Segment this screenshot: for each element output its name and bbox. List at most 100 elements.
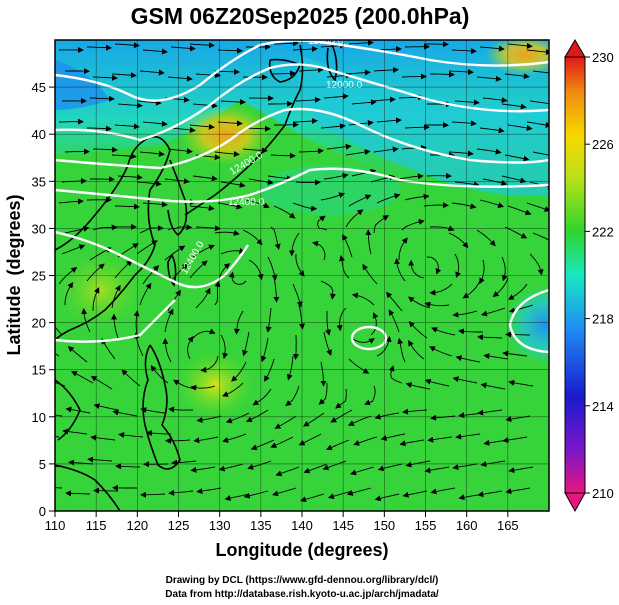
colorbar-tick-label: 210 bbox=[592, 486, 614, 501]
streamline-arrow bbox=[377, 463, 403, 472]
streamline-arrow bbox=[526, 121, 549, 128]
streamline-arrow bbox=[71, 371, 94, 384]
streamline-arrow bbox=[274, 415, 297, 429]
streamline-arrow bbox=[345, 69, 371, 76]
streamline-arrow bbox=[351, 168, 377, 177]
streamline-arrow bbox=[265, 307, 272, 333]
coastline-philippines bbox=[142, 344, 181, 470]
streamline-arrow bbox=[326, 143, 352, 150]
streamline-arrow bbox=[477, 334, 503, 341]
streamline-arrow bbox=[242, 331, 250, 357]
plot-area: 11600.0 12000.0 12400.0 12400.0 12400.0 bbox=[55, 40, 549, 511]
streamline-arrow bbox=[426, 256, 442, 275]
streamline-arrow bbox=[402, 408, 428, 415]
streamline-arrow bbox=[322, 460, 347, 471]
streamline-arrow bbox=[505, 487, 531, 495]
contour-12400-c bbox=[55, 299, 176, 343]
colorbar-gradient bbox=[564, 56, 586, 494]
grid-lines bbox=[55, 40, 549, 511]
streamline-arrow bbox=[402, 490, 428, 498]
streamline-arrow bbox=[90, 176, 115, 183]
streamline-arrow bbox=[401, 73, 427, 80]
streamline-arrow bbox=[164, 245, 186, 261]
x-tick-label: 145 bbox=[332, 518, 354, 533]
streamline-arrow bbox=[189, 123, 215, 130]
streamline-arrow bbox=[424, 466, 450, 474]
streamline-arrow bbox=[476, 75, 502, 82]
streamline-arrow bbox=[325, 439, 350, 451]
streamline-arrow bbox=[320, 280, 336, 300]
streamline-arrow bbox=[507, 283, 528, 300]
streamline-arrow bbox=[142, 265, 160, 285]
streamline-arrow bbox=[401, 218, 425, 231]
streamline-arrow bbox=[64, 281, 74, 306]
streamline-arrow bbox=[218, 463, 244, 472]
streamline-arrow bbox=[214, 151, 240, 157]
streamline-arrow bbox=[348, 120, 374, 126]
streamline-arrow bbox=[365, 229, 372, 255]
streamline-arrow bbox=[87, 456, 113, 463]
streamline-arrow bbox=[193, 436, 219, 444]
streamline-arrow bbox=[317, 215, 328, 231]
coastline-japan bbox=[184, 44, 304, 216]
streamline-arrow bbox=[295, 96, 321, 103]
contour-label-12000: 12000.0 bbox=[326, 80, 363, 91]
streamline-arrow bbox=[347, 415, 372, 426]
streamline-arrow bbox=[81, 308, 91, 333]
streamline-arrow bbox=[275, 466, 300, 477]
streamline-arrow bbox=[345, 149, 371, 156]
streamline-arrow bbox=[424, 378, 450, 387]
streamline-arrow bbox=[507, 205, 532, 216]
streamline-arrow bbox=[114, 260, 133, 279]
y-tick-label: 10 bbox=[32, 410, 46, 425]
streamline-arrow bbox=[342, 234, 353, 258]
streamline-arrow bbox=[430, 71, 455, 78]
streamline-arrow bbox=[452, 310, 478, 318]
streamline-arrow bbox=[529, 253, 544, 276]
streamline-arrow bbox=[214, 229, 240, 236]
streamline-arrow bbox=[452, 463, 478, 470]
streamline-arrow bbox=[190, 466, 216, 473]
streamline-arrow bbox=[501, 175, 527, 184]
credit-data-source: Data from http://database.rish.kyoto-u.a… bbox=[165, 589, 439, 600]
streamline-arrow bbox=[189, 205, 215, 212]
streamline-arrow bbox=[401, 144, 427, 151]
streamline-arrow bbox=[374, 493, 400, 502]
streamline-arrow bbox=[222, 382, 244, 397]
streamline-arrow bbox=[393, 258, 406, 282]
streamline-arrow bbox=[247, 460, 272, 470]
streamline-arrow bbox=[451, 120, 477, 127]
x-tick-label: 130 bbox=[209, 518, 231, 533]
streamline-arrow bbox=[114, 42, 140, 49]
streamline-arrow bbox=[345, 209, 364, 228]
streamline-arrow bbox=[217, 47, 243, 54]
streamline-arrow bbox=[114, 203, 140, 210]
streamline-arrow bbox=[430, 487, 456, 495]
streamline-arrow bbox=[231, 361, 247, 382]
streamline-arrow bbox=[479, 45, 505, 52]
streamline-arrow bbox=[507, 124, 533, 131]
streamline-arrow bbox=[502, 350, 528, 357]
streamline-arrow bbox=[295, 253, 305, 277]
streamline-arrow bbox=[480, 460, 506, 468]
streamline-arrow bbox=[220, 334, 229, 360]
streamline-arrow bbox=[260, 337, 269, 363]
colorbar-max-arrow bbox=[564, 39, 586, 58]
streamline-arrow bbox=[373, 146, 399, 153]
x-tick-label: 115 bbox=[86, 518, 107, 533]
streamline-arrow bbox=[451, 48, 477, 55]
streamline-arrow bbox=[270, 70, 296, 77]
streamline-arrow bbox=[142, 48, 168, 55]
streamline-arrow bbox=[386, 291, 403, 312]
contour-12400-a bbox=[55, 167, 549, 203]
streamline-arrow bbox=[312, 240, 326, 261]
streamline-arrow bbox=[388, 309, 400, 333]
streamline-arrow bbox=[408, 259, 425, 279]
streamline-arrow bbox=[273, 277, 280, 303]
streamline-arrow bbox=[195, 72, 221, 79]
streamline-arrow bbox=[140, 491, 166, 498]
x-tick-label: 125 bbox=[168, 518, 190, 533]
streamline-arrow bbox=[243, 490, 269, 499]
streamline-arrow bbox=[245, 409, 269, 422]
y-tick-label: 45 bbox=[32, 80, 46, 95]
